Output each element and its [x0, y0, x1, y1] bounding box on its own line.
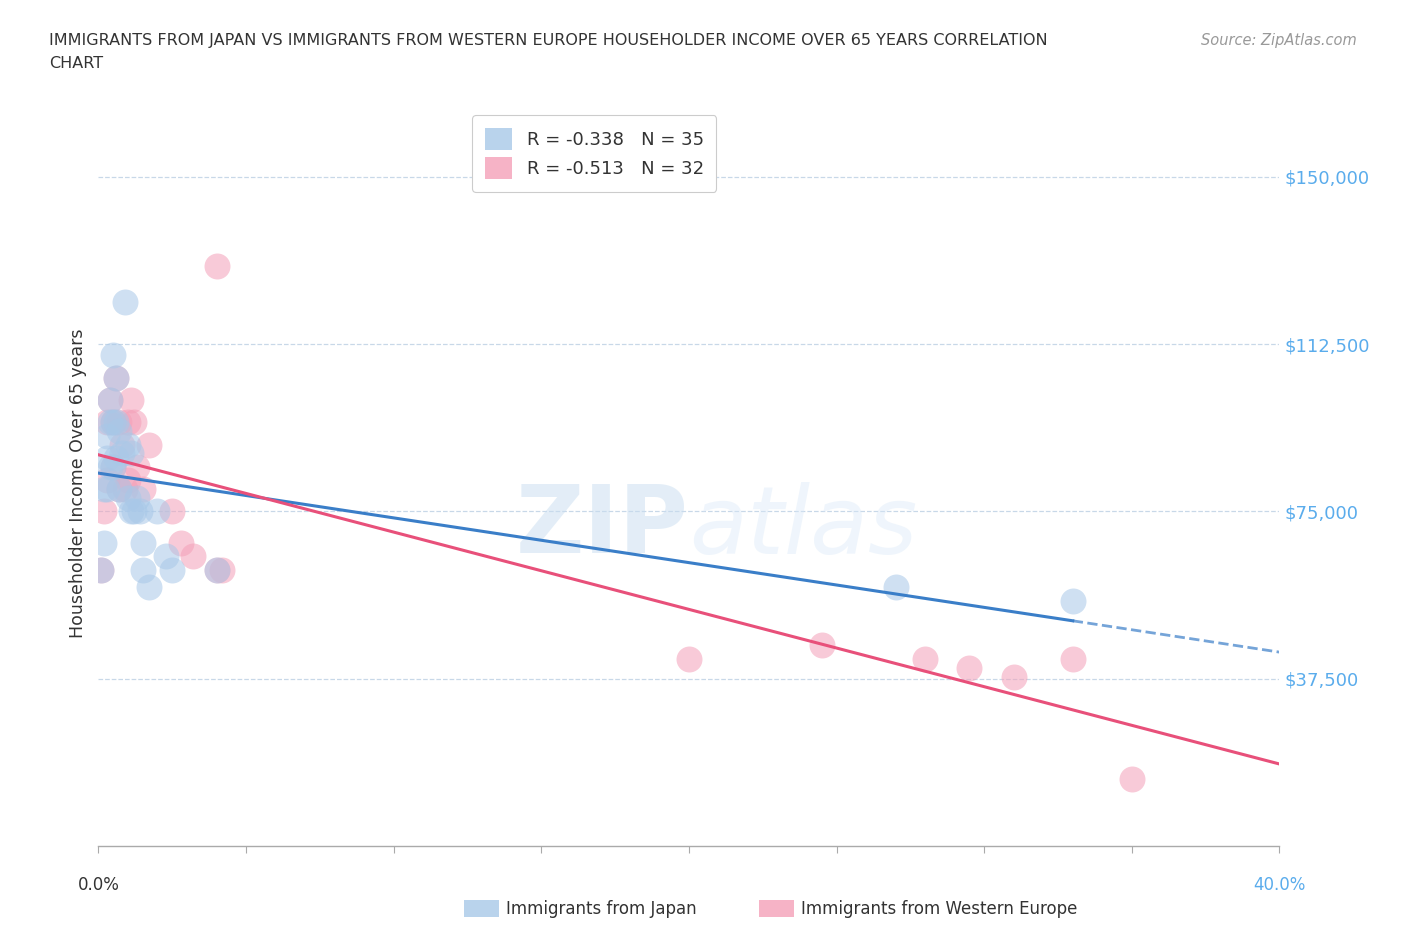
Point: [108, 482, 131, 497]
Point: [96, 482, 118, 497]
Text: ZIP: ZIP: [516, 481, 689, 573]
Point: [98, 415, 121, 430]
Point: [114, 482, 136, 497]
Point: [122, 415, 145, 430]
Point: [138, 580, 160, 595]
Point: [98, 392, 121, 407]
Point: [117, 415, 139, 430]
Text: CHART: CHART: [49, 56, 103, 71]
Point: [103, 459, 125, 474]
Text: 40.0%: 40.0%: [1253, 876, 1306, 895]
Point: [93, 482, 115, 497]
Point: [132, 562, 155, 577]
Point: [103, 415, 125, 430]
Point: [120, 446, 142, 461]
Point: [914, 651, 936, 666]
Point: [1062, 651, 1084, 666]
Point: [93, 504, 115, 519]
Point: [205, 562, 228, 577]
Point: [181, 549, 204, 564]
Point: [105, 370, 128, 385]
Point: [114, 294, 136, 309]
Point: [211, 562, 233, 577]
Point: [122, 504, 145, 519]
Point: [103, 348, 125, 363]
Legend: R = -0.338   N = 35, R = -0.513   N = 32: R = -0.338 N = 35, R = -0.513 N = 32: [472, 115, 717, 192]
Point: [132, 536, 155, 551]
Point: [1002, 670, 1025, 684]
Point: [105, 415, 128, 430]
Point: [205, 259, 228, 273]
Point: [205, 562, 228, 577]
Point: [155, 549, 177, 564]
Point: [1121, 772, 1143, 787]
Y-axis label: Householder Income Over 65 years: Householder Income Over 65 years: [69, 329, 87, 638]
Point: [98, 459, 121, 474]
Point: [959, 660, 981, 675]
Text: Immigrants from Japan: Immigrants from Japan: [506, 899, 697, 918]
Point: [120, 504, 142, 519]
Point: [111, 437, 134, 452]
Text: IMMIGRANTS FROM JAPAN VS IMMIGRANTS FROM WESTERN EUROPE HOUSEHOLDER INCOME OVER : IMMIGRANTS FROM JAPAN VS IMMIGRANTS FROM…: [49, 33, 1047, 47]
Point: [93, 536, 115, 551]
Point: [108, 482, 131, 497]
Point: [810, 638, 832, 653]
Text: 0.0%: 0.0%: [77, 876, 120, 895]
Point: [96, 428, 118, 443]
Point: [132, 482, 155, 497]
Point: [1062, 593, 1084, 608]
Point: [117, 491, 139, 506]
Point: [884, 580, 907, 595]
Point: [96, 415, 118, 430]
Point: [678, 651, 700, 666]
Point: [111, 446, 134, 461]
Point: [170, 536, 193, 551]
Point: [146, 504, 169, 519]
Point: [125, 459, 148, 474]
Point: [90, 562, 112, 577]
Point: [117, 437, 139, 452]
Point: [117, 472, 139, 487]
Point: [108, 415, 131, 430]
Text: Immigrants from Western Europe: Immigrants from Western Europe: [801, 899, 1078, 918]
Point: [96, 472, 118, 487]
Point: [103, 415, 125, 430]
Point: [162, 562, 183, 577]
Text: atlas: atlas: [689, 482, 917, 573]
Point: [105, 450, 128, 465]
Point: [108, 424, 131, 439]
Point: [128, 504, 150, 519]
Text: Source: ZipAtlas.com: Source: ZipAtlas.com: [1201, 33, 1357, 47]
Point: [162, 504, 183, 519]
Point: [138, 437, 160, 452]
Point: [98, 392, 121, 407]
Point: [120, 392, 142, 407]
Point: [105, 370, 128, 385]
Point: [90, 562, 112, 577]
Point: [125, 491, 148, 506]
Point: [103, 459, 125, 474]
Point: [96, 450, 118, 465]
